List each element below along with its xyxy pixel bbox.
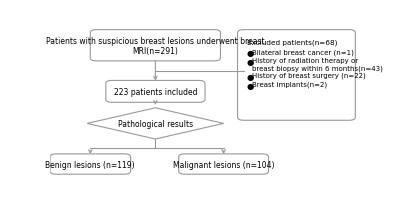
Text: Pathological results: Pathological results (118, 119, 193, 128)
FancyBboxPatch shape (238, 31, 355, 121)
Text: History of breast surgery (n=22): History of breast surgery (n=22) (252, 72, 366, 79)
Text: 223 patients included: 223 patients included (114, 87, 197, 96)
Text: Benign lesions (n=119): Benign lesions (n=119) (46, 160, 135, 169)
Text: ●: ● (247, 58, 254, 67)
Text: ●: ● (247, 81, 254, 90)
Polygon shape (87, 108, 224, 139)
FancyBboxPatch shape (50, 154, 131, 174)
FancyBboxPatch shape (179, 154, 268, 174)
Text: History of radiation therapy or
breast biopsy within 6 months(n=43): History of radiation therapy or breast b… (252, 58, 383, 72)
Text: Breast implants(n=2): Breast implants(n=2) (252, 81, 328, 88)
FancyBboxPatch shape (90, 31, 220, 62)
Text: ●: ● (247, 72, 254, 81)
Text: Malignant lesions (n=104): Malignant lesions (n=104) (173, 160, 274, 169)
Text: Patients with suspicious breast lesions underwent breast
MRI(n=291): Patients with suspicious breast lesions … (46, 36, 265, 56)
Text: ●: ● (247, 49, 254, 58)
FancyBboxPatch shape (106, 81, 205, 103)
Text: Bilateral breast cancer (n=1): Bilateral breast cancer (n=1) (252, 49, 354, 56)
Text: Excluded patients(n=68): Excluded patients(n=68) (247, 39, 337, 45)
